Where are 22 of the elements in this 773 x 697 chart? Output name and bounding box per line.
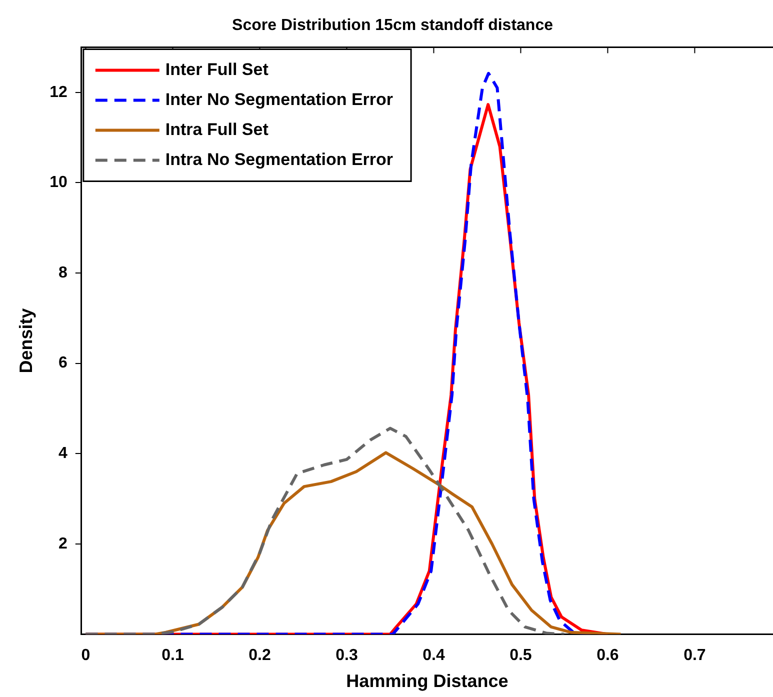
legend-label: Intra No Segmentation Error xyxy=(165,150,394,169)
x-tick-label: 0.4 xyxy=(422,647,445,664)
x-tick-label: 0 xyxy=(81,647,90,664)
y-axis-title: Density xyxy=(16,308,36,374)
x-tick-label: 0.6 xyxy=(596,647,619,664)
y-tick-label: 6 xyxy=(58,354,68,372)
x-axis-title: Hamming Distance xyxy=(346,671,508,692)
legend-label: Inter No Segmentation Error xyxy=(165,90,394,109)
x-tick-label: 0.1 xyxy=(162,647,184,664)
legend-label: Intra Full Set xyxy=(165,120,269,139)
y-tick-label: 4 xyxy=(58,444,68,462)
x-tick-label: 0.2 xyxy=(248,647,271,664)
chart-title: Score Distribution 15cm standoff distance xyxy=(232,17,554,34)
x-tick-label: 0.7 xyxy=(684,647,706,664)
x-tick-label: 0.3 xyxy=(336,647,358,664)
y-tick-label: 10 xyxy=(50,174,68,192)
legend-label: Inter Full Set xyxy=(165,60,269,79)
line-series xyxy=(84,426,566,634)
x-tick-label: 0.5 xyxy=(510,647,532,664)
y-tick-label: 2 xyxy=(58,535,68,552)
y-tick-label: 12 xyxy=(50,84,68,101)
y-tick-label: 8 xyxy=(58,264,68,282)
